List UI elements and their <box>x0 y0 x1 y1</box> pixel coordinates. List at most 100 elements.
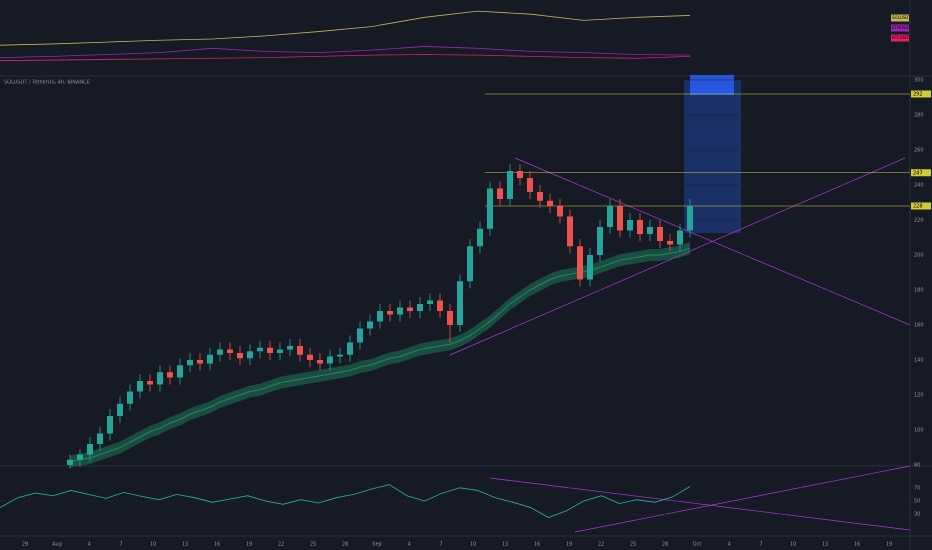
candle-body <box>597 227 603 255</box>
candle-body <box>137 381 143 392</box>
candle-body <box>207 354 213 364</box>
y-tick-label: 160 <box>914 323 924 329</box>
rsi-line <box>0 484 691 518</box>
trend-line <box>449 157 906 356</box>
x-tick-label: 4 <box>87 542 90 548</box>
x-tick-label: 16 <box>534 542 540 548</box>
x-tick-label: 13 <box>502 542 508 548</box>
candle-body <box>147 381 153 385</box>
candle-body <box>367 321 373 329</box>
x-tick-label: Oct <box>693 542 702 548</box>
legend-tag <box>891 24 909 32</box>
candle-body <box>77 454 83 460</box>
y-tick-label: 260 <box>914 148 924 154</box>
candle-body <box>687 206 693 231</box>
x-tick-label: 10 <box>790 542 796 548</box>
candle-body <box>67 459 73 465</box>
x-tick-label: 16 <box>854 542 860 548</box>
candle-body <box>667 241 673 245</box>
candle-body <box>187 360 193 366</box>
trend-line <box>574 465 911 533</box>
legend-tag <box>891 14 909 22</box>
level-label: 228 <box>913 204 923 210</box>
candle-body <box>317 360 323 364</box>
x-tick-label: 28 <box>662 542 668 548</box>
legend-tag <box>891 34 909 42</box>
y-tick-label: 240 <box>914 183 924 189</box>
legend-entry: ETHUSDT <box>892 25 912 30</box>
candle-body <box>637 220 643 234</box>
candle-body <box>277 349 283 353</box>
candle-body <box>327 356 333 364</box>
x-tick-label: 25 <box>630 542 636 548</box>
x-tick-label: 28 <box>342 542 348 548</box>
candle-body <box>467 246 473 282</box>
x-tick-label: 10 <box>150 542 156 548</box>
chart-title: SOLUSDT / TetherUS, 4h, BINANCE <box>4 80 90 86</box>
x-tick-label: 19 <box>246 542 252 548</box>
x-tick-label: 13 <box>182 542 188 548</box>
candle-body <box>157 372 163 385</box>
x-tick-label: 22 <box>598 542 604 548</box>
x-tick-label: 16 <box>214 542 220 548</box>
ma-line <box>69 247 691 462</box>
x-tick-label: 29 <box>22 542 28 548</box>
x-tick-label: 7 <box>759 542 762 548</box>
x-tick-label: 25 <box>310 542 316 548</box>
candle-body <box>347 342 353 355</box>
x-tick-label: Aug <box>52 542 62 548</box>
level-tag <box>911 90 931 98</box>
candle-body <box>487 188 493 229</box>
y-tick-label: 220 <box>914 218 924 224</box>
candle-body <box>287 346 293 350</box>
legend-entry: BTCUSDT <box>892 35 911 40</box>
candle-body <box>547 200 553 206</box>
ma-band <box>70 242 690 468</box>
position-label <box>690 75 734 95</box>
candle-body <box>677 230 683 245</box>
candle-body <box>417 304 423 311</box>
candle-body <box>657 227 663 241</box>
level-label: 292 <box>913 92 923 98</box>
rsi-tick-label: 70 <box>914 485 920 491</box>
candle-body <box>377 311 383 322</box>
trend-line <box>514 157 911 326</box>
compare-line <box>0 10 691 46</box>
candle-body <box>237 353 243 359</box>
candle-body <box>247 351 253 359</box>
x-tick-label: 4 <box>407 542 410 548</box>
candle-body <box>647 227 653 234</box>
y-tick-label: 280 <box>914 113 924 119</box>
x-tick-label: 19 <box>566 542 572 548</box>
y-tick-label: 180 <box>914 288 924 294</box>
compare-line <box>0 54 691 62</box>
candle-body <box>177 365 183 378</box>
candle-body <box>617 206 623 231</box>
candle-body <box>527 178 533 192</box>
candle-body <box>197 360 203 364</box>
y-tick-label: 120 <box>914 393 924 399</box>
position-box <box>684 80 741 233</box>
candle-body <box>537 192 543 201</box>
candle-body <box>567 216 573 247</box>
candle-body <box>217 349 223 355</box>
candle-body <box>397 307 403 315</box>
candle-body <box>437 300 443 311</box>
rsi-tick-label: 50 <box>914 499 920 505</box>
candle-body <box>517 171 523 178</box>
y-tick-label: 100 <box>914 428 924 434</box>
candle-body <box>97 433 103 444</box>
candle-body <box>557 206 563 217</box>
candle-body <box>257 347 263 352</box>
candle-body <box>457 281 463 325</box>
candle-body <box>577 246 583 280</box>
x-tick-label: 13 <box>822 542 828 548</box>
level-tag <box>911 202 931 210</box>
trend-line <box>489 477 911 531</box>
y-tick-label: 300 <box>914 78 924 84</box>
level-label: 247 <box>913 170 923 176</box>
x-tick-label: 22 <box>278 542 284 548</box>
candle-body <box>627 220 633 231</box>
